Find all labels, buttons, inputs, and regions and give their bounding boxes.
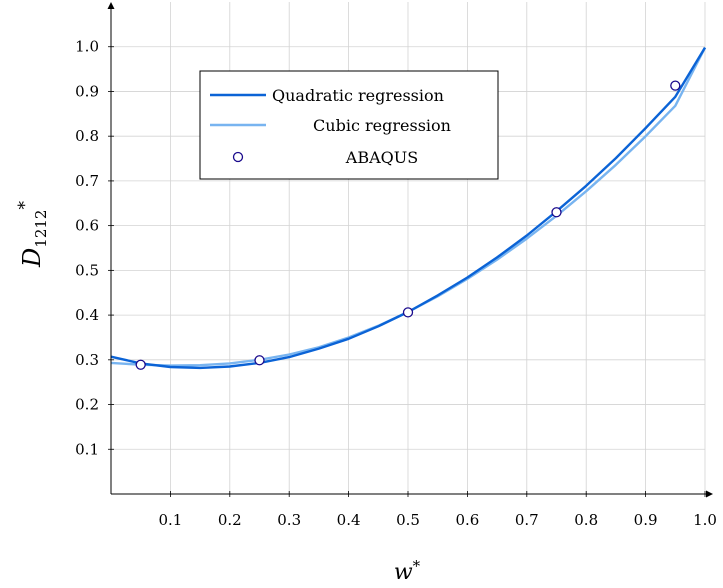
x-tick-label: 0.1	[158, 511, 182, 529]
svg-text:w*: w*	[394, 557, 421, 585]
x-axis-arrow	[706, 490, 713, 498]
y-tick-label: 0.5	[75, 261, 99, 279]
y-tick-label: 0.9	[75, 82, 99, 100]
x-tick-label: 0.4	[337, 511, 361, 529]
x-tick-label: 0.5	[396, 511, 420, 529]
abaqus-point	[402, 307, 414, 318]
y-axis-title: D1212*	[15, 201, 50, 268]
x-tick-label: 1.0	[693, 511, 717, 529]
x-axis-title: w*	[394, 557, 421, 585]
legend-quadratic-label: Quadratic regression	[272, 86, 444, 105]
y-axis-arrow	[107, 2, 115, 9]
x-tick-label: 0.3	[277, 511, 301, 529]
tick-labels: 0.1 0.2 0.3 0.4 0.5 0.6 0.7 0.8 0.9 1.0 0.1 0.2 0.3 0…	[75, 38, 717, 529]
y-tick-label: 0.6	[75, 217, 99, 235]
x-tick-label: 0.8	[574, 511, 598, 529]
y-tick-label: 0.3	[75, 351, 99, 369]
legend-abaqus-marker	[232, 151, 244, 163]
y-tick-label: 0.4	[75, 306, 99, 324]
legend-abaqus-label: ABAQUS	[345, 148, 418, 167]
svg-text:D1212*: D1212*	[15, 201, 50, 268]
x-tick-label: 0.7	[515, 511, 539, 529]
y-tick-label: 0.1	[75, 440, 99, 458]
y-tick-label: 1.0	[75, 38, 99, 56]
legend: Quadratic regression Cubic regression AB…	[199, 70, 499, 180]
abaqus-points	[135, 80, 681, 370]
x-tick-label: 0.6	[455, 511, 479, 529]
y-tick-label: 0.2	[75, 396, 99, 414]
x-tick-label: 0.2	[218, 511, 242, 529]
abaqus-point	[551, 207, 562, 218]
abaqus-point	[254, 355, 265, 366]
legend-cubic-label: Cubic regression	[313, 116, 451, 135]
y-tick-label: 0.8	[75, 127, 99, 145]
y-tick-label: 0.7	[75, 172, 99, 190]
abaqus-point	[670, 80, 681, 91]
x-tick-label: 0.9	[634, 511, 658, 529]
abaqus-point	[135, 359, 146, 370]
axes	[107, 2, 713, 498]
